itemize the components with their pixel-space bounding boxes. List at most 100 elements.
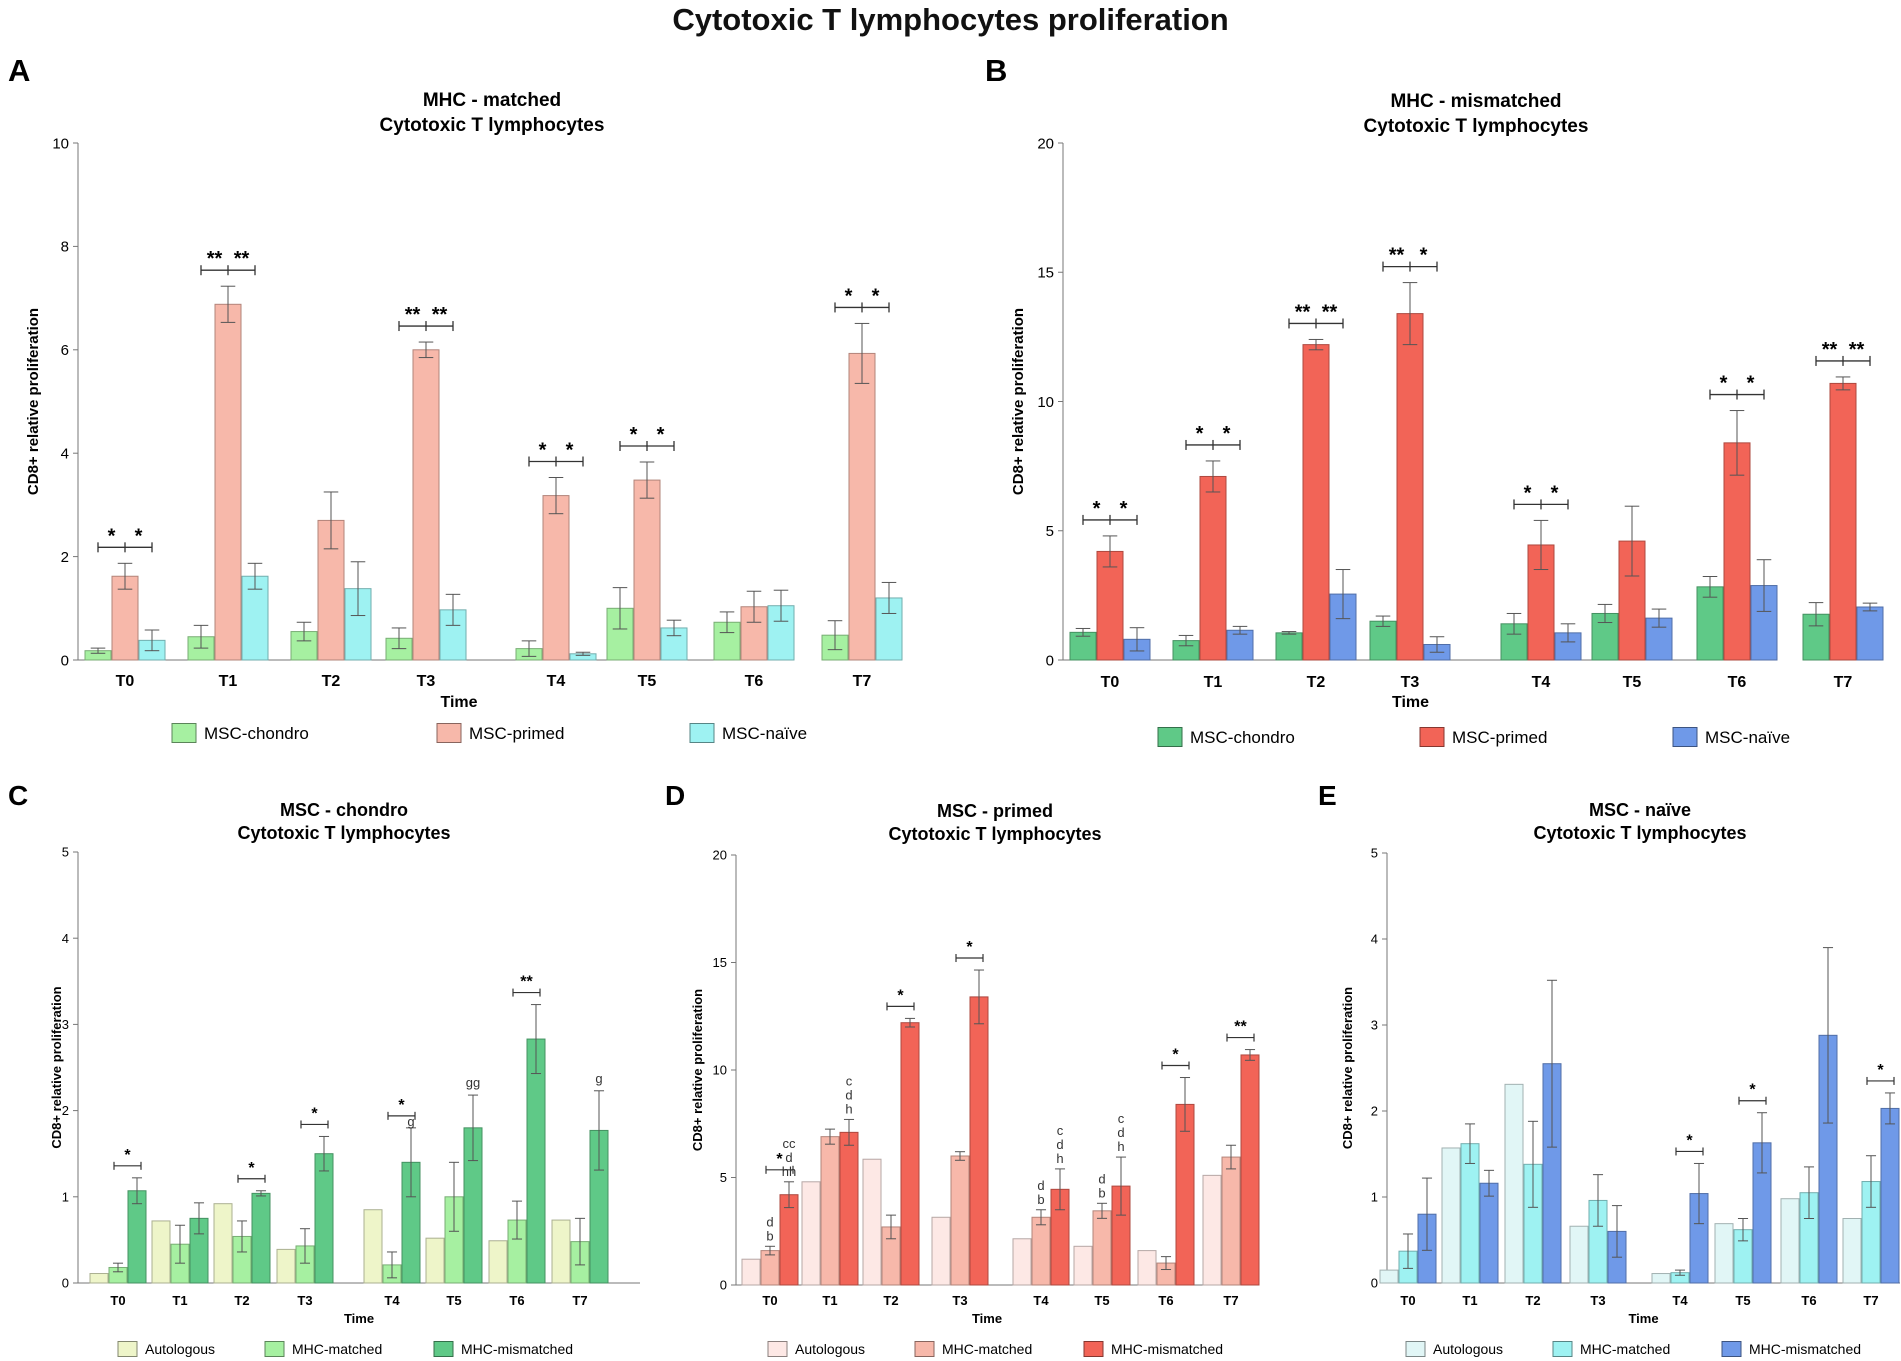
y-tick-label: 15 (1037, 265, 1054, 282)
x-axis-label: Time (440, 694, 477, 711)
significance-mark: * (108, 525, 116, 547)
significance-mark: * (1120, 498, 1128, 520)
significance-mark: * (1524, 482, 1532, 504)
legend-label: MSC-chondro (204, 724, 309, 743)
y-tick-label: 5 (720, 1170, 727, 1185)
group-letter: d (1098, 1171, 1105, 1186)
chart-title-line: Cytotoxic T lymphocytes (1364, 116, 1589, 137)
x-tick-label: T3 (1401, 674, 1420, 691)
chart-title-line: MSC - chondro (280, 800, 408, 820)
significance-mark: ** (1389, 245, 1405, 267)
significance-mark: ** (405, 304, 421, 326)
legend-label: MHC-mismatched (1111, 1341, 1223, 1357)
x-tick-label: T3 (297, 1293, 312, 1308)
legend-swatch (171, 723, 197, 743)
x-tick-label: T3 (417, 673, 436, 690)
significance-mark: * (248, 1160, 255, 1177)
x-tick-label: T7 (853, 673, 872, 690)
chart-title-line: MSC - naïve (1589, 800, 1691, 820)
panel-label: A (8, 53, 30, 88)
bar-autologous-t4 (363, 1209, 383, 1284)
x-tick-label: T3 (952, 1293, 967, 1308)
y-tick-label: 1 (1371, 1190, 1378, 1205)
bar-autologous-t7 (1202, 1174, 1222, 1286)
significance-mark: ** (1822, 339, 1838, 361)
bar-mhc-mismatched-t2 (251, 1192, 271, 1284)
bar-mhc-matched-t1 (1460, 1143, 1480, 1284)
bar-autologous-t1 (151, 1220, 171, 1284)
x-tick-label: T1 (822, 1293, 837, 1308)
x-tick-label: T4 (1532, 674, 1551, 691)
y-tick-label: 4 (61, 445, 69, 462)
significance-mark: ** (1322, 301, 1338, 323)
group-letter: h (845, 1101, 852, 1116)
bar-autologous-t4 (1651, 1273, 1671, 1284)
y-tick-label: 5 (1371, 846, 1378, 861)
significance-mark: ** (1295, 301, 1311, 323)
legend-label: MSC-primed (469, 724, 564, 743)
significance-mark: * (845, 285, 853, 307)
x-tick-label: T2 (1307, 674, 1326, 691)
group-letter: g (595, 1071, 602, 1086)
bar-autologous-t3 (1569, 1225, 1589, 1284)
bar-autologous-t5 (1073, 1245, 1093, 1286)
bar-autologous-t6 (1137, 1250, 1157, 1286)
group-letter: h (1117, 1139, 1124, 1154)
bar-msc-chondro-t6 (1696, 586, 1724, 661)
x-tick-label: T1 (1462, 1293, 1477, 1308)
chart-panel-b: B MHC - mismatched Cytotoxic T lymphocytes… (985, 53, 1884, 747)
y-tick-label: 0 (1046, 652, 1054, 669)
legend-label: MSC-naïve (1705, 728, 1790, 747)
bar-mhc-mismatched-t0 (127, 1190, 147, 1284)
bar-msc-chondro-t2 (1275, 632, 1303, 661)
panel-label: D (665, 780, 685, 811)
legend-label: MSC-chondro (1190, 728, 1295, 747)
x-tick-label: T0 (762, 1293, 777, 1308)
y-tick-label: 20 (1037, 135, 1054, 152)
group-letter: c (846, 1073, 853, 1088)
legend-swatch (1721, 1341, 1742, 1357)
x-tick-label: T1 (1204, 674, 1223, 691)
group-letter: d (1056, 1137, 1063, 1152)
x-tick-label: T2 (234, 1293, 249, 1308)
bar-mhc-mismatched-t0 (779, 1194, 799, 1286)
bar-msc-primed-t2 (1302, 344, 1330, 661)
bar-mhc-matched-t1 (820, 1136, 840, 1286)
bar-msc-primed-t3 (412, 349, 440, 661)
legend-swatch (1419, 727, 1445, 747)
panel-label: C (8, 780, 28, 811)
significance-mark: ** (234, 248, 250, 270)
bar-autologous-t3 (931, 1216, 951, 1286)
legend-label: MHC-mismatched (461, 1341, 573, 1357)
legend-label: MHC-matched (942, 1341, 1032, 1357)
legend-swatch (914, 1341, 935, 1357)
significance-mark: * (897, 987, 904, 1004)
bar-autologous-t0 (741, 1258, 761, 1286)
legend-swatch (1672, 727, 1698, 747)
significance-mark: * (1223, 423, 1231, 445)
significance-mark: * (1172, 1047, 1179, 1064)
y-tick-label: 20 (713, 848, 727, 863)
x-tick-label: T4 (547, 673, 566, 690)
chart-panel-a: A MHC - matched Cytotoxic T lymphocytes 0 2 4… (8, 53, 903, 743)
significance-mark: * (398, 1097, 405, 1114)
significance-mark: * (1420, 245, 1428, 267)
x-tick-label: T0 (1400, 1293, 1415, 1308)
x-tick-label: T5 (446, 1293, 461, 1308)
significance-mark: * (566, 439, 574, 461)
bar-msc-chondro-t3 (1369, 620, 1397, 661)
x-tick-label: T4 (1033, 1293, 1049, 1308)
y-tick-label: 8 (61, 239, 69, 256)
legend-label: MHC-matched (1580, 1341, 1670, 1357)
legend-swatch (1405, 1341, 1426, 1357)
y-tick-label: 2 (62, 1103, 69, 1118)
bar-mhc-mismatched-t1 (839, 1131, 859, 1286)
significance-mark: ** (207, 248, 223, 270)
significance-mark: * (1877, 1062, 1884, 1079)
y-tick-label: 6 (61, 342, 69, 359)
x-tick-label: T6 (1158, 1293, 1173, 1308)
x-tick-label: T2 (1525, 1293, 1540, 1308)
bar-msc-primed-t1 (214, 303, 242, 661)
y-tick-label: 0 (720, 1278, 727, 1293)
bar-msc-na-ve-t1 (241, 575, 269, 661)
